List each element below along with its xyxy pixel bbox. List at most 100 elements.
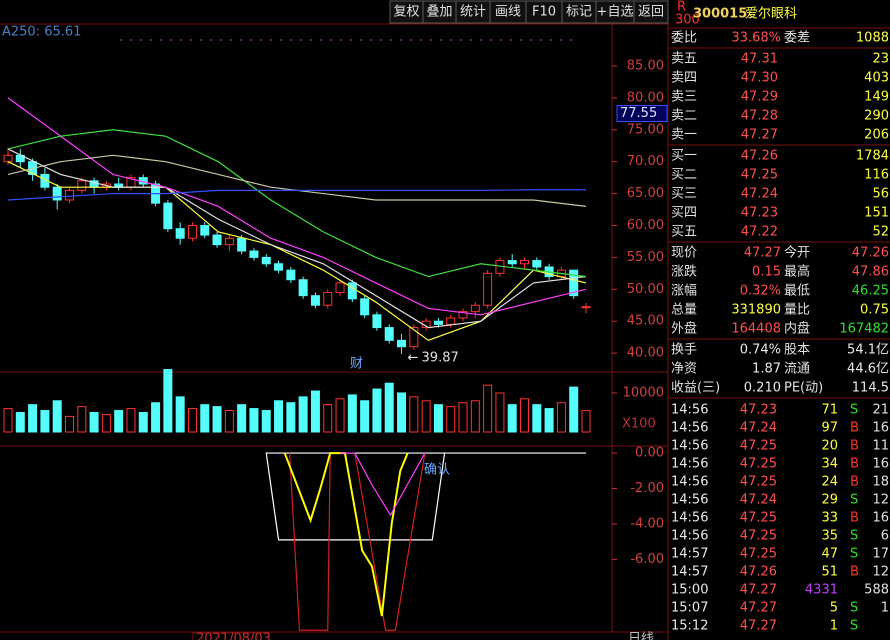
trade-volume: 29 (821, 493, 838, 508)
volume-bar (298, 396, 308, 433)
volume-bar (101, 413, 111, 433)
book-price: 47.23 (741, 206, 778, 221)
volume-bar (544, 408, 554, 433)
trade-count: 17 (872, 547, 889, 562)
candle-body (581, 306, 591, 309)
volume-bar (3, 408, 13, 433)
volume-bar (261, 410, 271, 433)
quote-value: 46.25 (852, 284, 889, 299)
trade-price: 47.25 (740, 529, 777, 544)
trade-price: 47.25 (740, 475, 777, 490)
toolbar-button[interactable] (633, 0, 669, 24)
volume-bar (532, 404, 542, 433)
book-volume: 56 (872, 187, 889, 202)
volume-bar (126, 408, 136, 433)
quote-value: 0.15 (752, 265, 781, 280)
quote-value: 0.75 (860, 303, 889, 318)
trade-count: 16 (872, 457, 889, 472)
candle-body (298, 279, 308, 297)
trade-time: 14:56 (671, 457, 708, 472)
candle-body (212, 234, 222, 246)
candle-body (372, 314, 382, 329)
candle-body (323, 291, 333, 306)
volume-bar (372, 388, 382, 433)
trade-side: B (850, 475, 859, 490)
trade-side: S (850, 601, 858, 616)
volume-bar (470, 400, 480, 433)
trade-side: S (850, 619, 858, 634)
book-label: 卖三 (671, 90, 697, 105)
trade-side: S (850, 529, 858, 544)
badge-bottom: 300 (675, 13, 700, 28)
trade-price: 47.27 (740, 601, 777, 616)
book-price: 47.28 (741, 109, 778, 124)
candle-body (40, 173, 50, 188)
candle-body (446, 317, 456, 325)
book-price: 47.27 (741, 128, 778, 143)
book-volume: 151 (864, 206, 889, 221)
volume-bar (274, 400, 284, 433)
volume-bar (483, 384, 493, 433)
trade-volume: 4331 (805, 583, 838, 598)
trade-volume: 47 (821, 547, 838, 562)
volume-bar (310, 390, 320, 433)
trade-price: 47.24 (740, 421, 777, 436)
volume-bar (89, 411, 99, 433)
low-annotation-arrow: ← (408, 350, 419, 365)
trade-time: 14:56 (671, 529, 708, 544)
quote-label: 涨跌 (671, 264, 697, 280)
trade-time: 15:07 (671, 601, 708, 616)
indicator-annotation: 确认 (424, 463, 450, 478)
trade-side: B (850, 565, 859, 580)
trade-count: 588 (864, 583, 889, 598)
toolbar-button-label: 标记 (566, 5, 592, 20)
ma-line (7, 129, 587, 278)
trade-volume: 35 (821, 529, 838, 544)
ma-line (7, 97, 587, 316)
candle-body (520, 260, 530, 265)
cursor-price: 77.55 (620, 106, 657, 121)
book-label: 买二 (671, 168, 697, 183)
indicator-tick-label: -2.00 (630, 481, 664, 496)
volume-bar (52, 400, 62, 433)
quote-label: 最高 (784, 264, 810, 280)
y-tick-label: 85.00 (627, 58, 664, 73)
ma-line (7, 189, 586, 201)
y-tick-label: 65.00 (627, 186, 664, 201)
trade-time: 14:57 (671, 565, 708, 580)
volume-bar (335, 398, 345, 433)
y-tick-label: 75.00 (627, 122, 664, 137)
trade-volume: 5 (830, 601, 838, 616)
candle-body (384, 327, 394, 341)
book-label: 卖四 (671, 71, 697, 86)
quote-value: 114.5 (852, 381, 889, 396)
period-label: 日线 (628, 632, 654, 640)
y-tick-label: 55.00 (627, 250, 664, 265)
quote-value: 47.27 (744, 246, 781, 261)
volume-bar (446, 406, 456, 433)
book-volume: 403 (864, 71, 889, 86)
toolbar-button-label: 统计 (460, 5, 486, 20)
trade-side: B (850, 439, 859, 454)
book-volume: 52 (872, 225, 889, 240)
book-label: 买五 (671, 225, 697, 240)
trade-volume: 20 (821, 439, 838, 454)
indicator-tick-label: -6.00 (630, 552, 664, 567)
indicator-tick-label: 0.00 (635, 446, 664, 461)
indicator-line (283, 452, 409, 617)
candle-body (200, 224, 210, 236)
volume-bar (64, 415, 74, 433)
trade-volume: 34 (821, 457, 838, 472)
y-tick-label: 80.00 (627, 90, 664, 105)
trade-count: 12 (872, 565, 889, 580)
trade-volume: 24 (821, 475, 838, 490)
volume-bar (556, 402, 566, 433)
quote-label: 涨幅 (671, 284, 697, 299)
trade-price: 47.27 (740, 619, 777, 634)
quote-value: 0.74% (740, 343, 781, 358)
volume-bar (495, 392, 505, 433)
volume-bar (323, 404, 333, 433)
book-price: 47.25 (741, 168, 778, 183)
